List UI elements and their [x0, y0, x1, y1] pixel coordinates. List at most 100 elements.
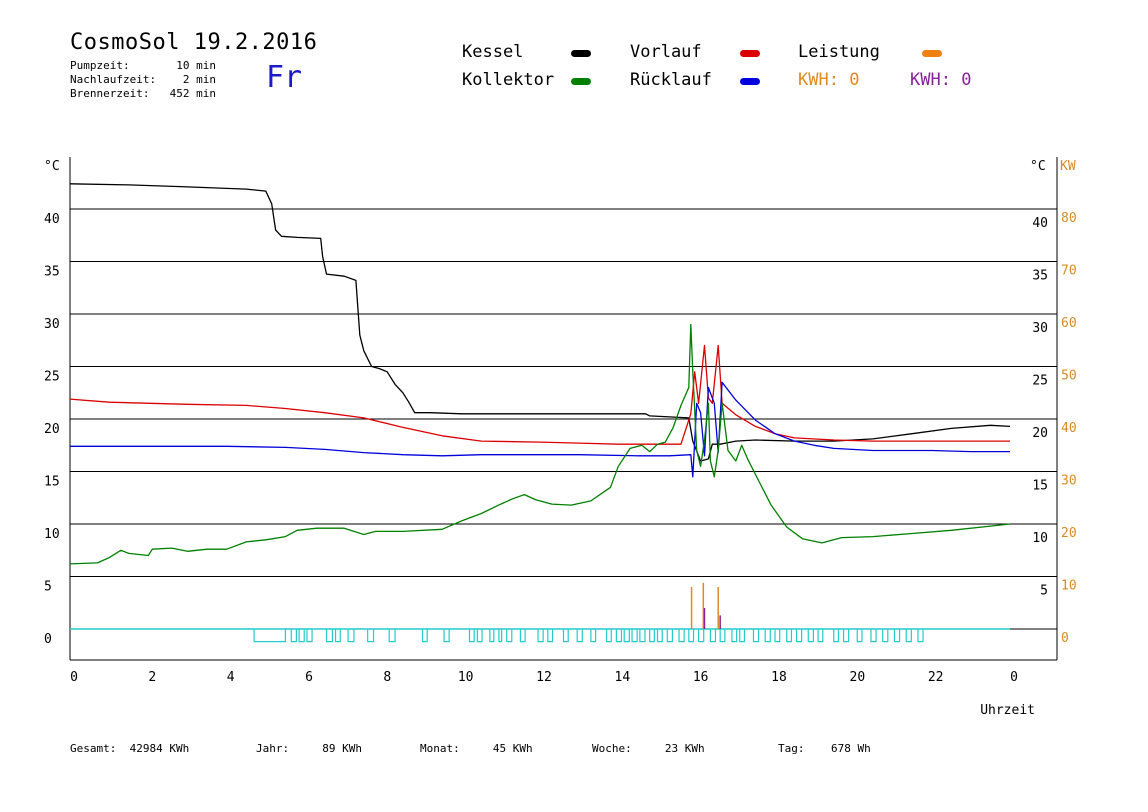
y-tick-kw: 60 — [1061, 316, 1077, 331]
pump-pulse — [631, 629, 638, 643]
y-tick-left: 10 — [44, 527, 60, 542]
pump-pulse — [893, 629, 901, 643]
pump-pulse — [698, 629, 705, 643]
legend-ruecklauf-label: Rücklauf — [630, 70, 712, 90]
info-pumpzeit: Pumpzeit: 10 min — [70, 59, 216, 72]
y-tick-kw: 30 — [1061, 474, 1077, 489]
y-tick-kw: 20 — [1061, 526, 1077, 541]
y-tick-left: 40 — [44, 212, 60, 227]
pump-pulse — [882, 629, 889, 643]
footer-tag: Tag: 678 Wh — [778, 742, 871, 755]
legend-kessel-label: Kessel — [462, 42, 524, 62]
legend-vorlauf-swatch — [740, 50, 760, 57]
pump-pulse — [347, 629, 355, 643]
x-tick: 20 — [850, 670, 866, 685]
pump-pulse — [639, 629, 646, 643]
y-tick-left: 15 — [44, 475, 60, 490]
page-title: CosmoSol 19.2.2016 — [70, 30, 318, 55]
x-tick: 18 — [771, 670, 787, 685]
y-tick-right: 15 — [1032, 479, 1048, 494]
footer-gesamt: Gesamt: 42984 KWh — [70, 742, 190, 755]
pump-pulse — [576, 629, 583, 643]
x-axis-label: Uhrzeit — [980, 703, 1035, 718]
pump-pulse — [719, 629, 726, 643]
legend-leistung-swatch — [922, 50, 942, 57]
y-tick-right: 35 — [1032, 269, 1048, 284]
x-tick: 22 — [928, 670, 944, 685]
pump-pulse — [917, 629, 924, 643]
legend-kollektor-label: Kollektor — [462, 70, 555, 90]
pump-pulse — [605, 629, 612, 643]
pump-pulse — [590, 629, 597, 643]
y-unit-kw: KW — [1060, 159, 1076, 174]
pump-pulse — [615, 629, 623, 643]
legend-ruecklauf-swatch — [740, 78, 760, 85]
pump-pulse — [731, 629, 738, 643]
y-tick-kw: 80 — [1061, 211, 1077, 226]
pump-pulse — [547, 629, 554, 643]
y-tick-kw: 50 — [1061, 369, 1077, 384]
pump-pulse — [443, 629, 450, 643]
y-tick-kw: 40 — [1061, 421, 1077, 436]
legend-kwh-orange: KWH: 0 — [798, 70, 860, 90]
pump-pulse — [388, 629, 396, 643]
legend-kessel-swatch — [571, 50, 591, 57]
pump-pulse — [817, 629, 824, 643]
y-tick-right: 5 — [1040, 584, 1048, 599]
pump-pulse — [870, 629, 877, 643]
y-tick-left: 0 — [44, 632, 52, 647]
pump-pulse — [842, 629, 850, 643]
pump-pulse — [833, 629, 840, 643]
x-tick: 0 — [70, 670, 78, 685]
pump-pulse — [537, 629, 544, 643]
x-tick: 4 — [227, 670, 235, 685]
pump-pulse — [649, 629, 655, 643]
y-tick-right: 10 — [1032, 531, 1048, 546]
pump-pulse — [795, 629, 803, 643]
x-tick: 2 — [148, 670, 156, 685]
pump-pulse — [334, 629, 341, 643]
y-tick-left: 20 — [44, 422, 60, 437]
pump-pulse — [905, 629, 912, 643]
y-tick-kw: 10 — [1061, 579, 1077, 594]
pump-pulse — [498, 629, 503, 643]
y-tick-right: 40 — [1032, 216, 1048, 231]
y-unit-right: °C — [1030, 159, 1046, 174]
x-tick: 10 — [458, 670, 474, 685]
x-tick: 12 — [536, 670, 552, 685]
pump-pulse — [666, 629, 673, 643]
series-vorlauf — [69, 344, 1010, 445]
pump-pulse — [688, 629, 695, 643]
pump-pulse — [253, 629, 287, 643]
info-brennerzeit: Brennerzeit: 452 min — [70, 87, 216, 100]
pump-pulse — [468, 629, 475, 643]
pump-pulse — [623, 629, 630, 643]
y-tick-kw: 0 — [1061, 631, 1069, 646]
footer-monat: Monat: 45 KWh — [420, 742, 533, 755]
legend-kwh-purple: KWH: 0 — [910, 70, 972, 90]
y-tick-left: 30 — [44, 317, 60, 332]
pump-pulse — [786, 629, 793, 643]
y-tick-right: 25 — [1032, 374, 1048, 389]
x-tick: 14 — [615, 670, 631, 685]
series-kollektor — [69, 323, 1011, 565]
y-tick-right: 20 — [1032, 426, 1048, 441]
pump-pulse — [656, 629, 663, 643]
pump-pulse — [562, 629, 569, 643]
pump-pulse — [476, 629, 483, 643]
pump-pulse — [421, 629, 428, 643]
y-tick-left: 35 — [44, 265, 60, 280]
pump-pulse — [298, 629, 305, 643]
y-unit-left: °C — [44, 159, 60, 174]
y-tick-right: 30 — [1032, 321, 1048, 336]
pump-pulse — [856, 629, 863, 643]
pump-pulse — [739, 629, 746, 643]
pump-pulse — [506, 629, 513, 643]
series-ruecklauf — [70, 381, 1010, 478]
legend-vorlauf-label: Vorlauf — [630, 42, 702, 62]
y-tick-kw: 70 — [1061, 264, 1077, 279]
pump-pulse — [752, 629, 760, 643]
pump-pulse — [764, 629, 771, 643]
pump-pulse — [325, 629, 334, 643]
y-tick-left: 5 — [44, 580, 52, 595]
